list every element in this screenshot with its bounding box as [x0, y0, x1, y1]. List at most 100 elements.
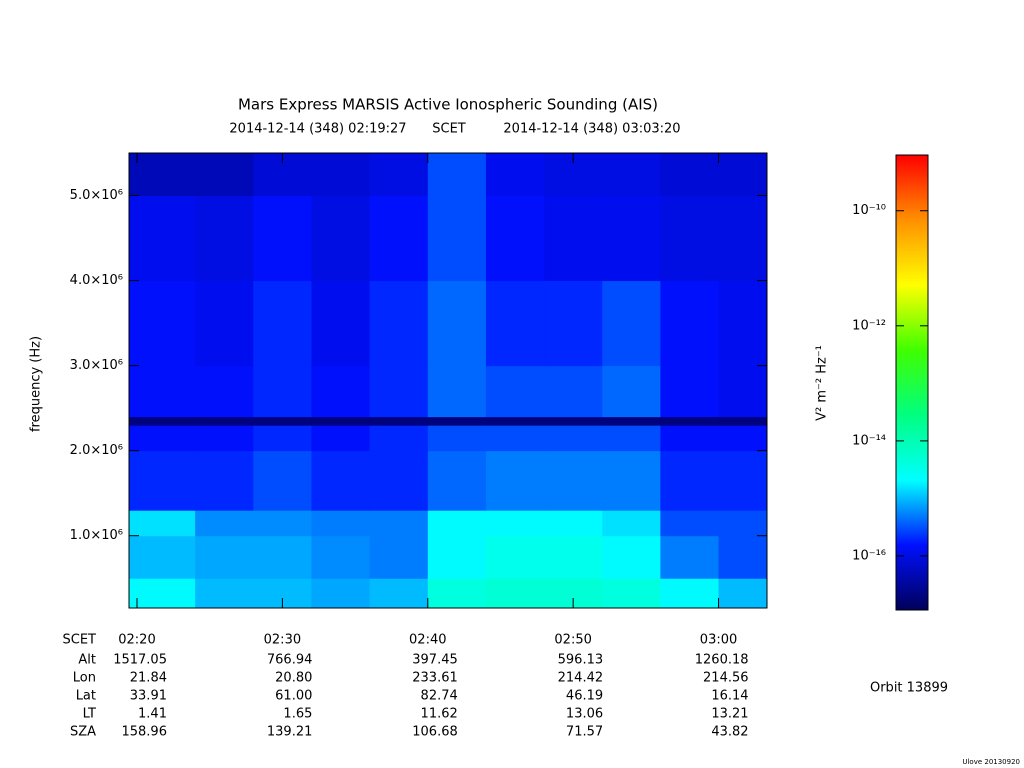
- spectrogram-cell: [369, 153, 429, 197]
- colorbar-tick-label: 10⁻¹⁰: [852, 203, 886, 218]
- spectrogram-cell: [253, 450, 312, 511]
- spectrogram-cell: [311, 510, 371, 537]
- colorbar-label: V² m⁻² Hz⁻¹: [815, 345, 830, 421]
- ephemeris-value: 61.00: [275, 689, 312, 704]
- spectrogram-cell: [602, 280, 661, 367]
- spectrogram-cell: [718, 450, 768, 511]
- spectrogram-cell: [129, 416, 196, 426]
- spectrogram-cell: [195, 416, 254, 426]
- ephemeris-value: 16.14: [711, 689, 748, 704]
- spectrogram-cell: [311, 280, 371, 367]
- spectrogram-cell: [544, 365, 603, 418]
- y-axis-label: frequency (Hz): [29, 336, 44, 432]
- spectrogram-cell: [718, 280, 768, 367]
- spectrogram-cell: [369, 578, 429, 609]
- spectrogram-cell: [544, 510, 603, 537]
- spectrogram-cell: [311, 535, 371, 579]
- spectrogram-cell: [660, 365, 720, 418]
- spectrogram-cell: [485, 510, 545, 537]
- spectrogram-cell: [718, 535, 768, 579]
- spectrogram-cell: [485, 195, 545, 282]
- x-tick-label: 02:40: [409, 633, 446, 648]
- ephemeris-value: 766.94: [267, 653, 313, 668]
- spectrogram-cell: [129, 425, 196, 452]
- x-tick-label: 02:20: [118, 633, 155, 648]
- spectrogram-cell: [427, 578, 487, 609]
- spectrogram-cell: [427, 365, 487, 418]
- orbit-label: Orbit 13899: [870, 681, 948, 696]
- spectrogram-cell: [660, 280, 720, 367]
- spectrogram-cell: [427, 535, 487, 579]
- colorbar-tick-label: 10⁻¹²: [852, 318, 886, 333]
- spectrogram-cell: [544, 535, 603, 579]
- ephemeris-label: Lat: [76, 689, 96, 704]
- spectrogram-cell: [195, 280, 254, 367]
- ephemeris-label: SCET: [63, 633, 97, 648]
- ephemeris-value: 43.82: [711, 725, 748, 740]
- ephemeris-value: 11.62: [421, 707, 458, 722]
- y-tick-label: 5.0×10⁶: [70, 188, 123, 203]
- spectrogram-cell: [485, 153, 545, 197]
- spectrogram-cell: [660, 510, 720, 537]
- plot-frame: [128, 152, 768, 609]
- spectrogram-cell: [195, 510, 254, 537]
- spectrogram-cell: [311, 416, 371, 426]
- spectrogram-cell: [718, 416, 768, 426]
- spectrogram-cell: [195, 450, 254, 511]
- spectrogram-cell: [427, 195, 487, 282]
- spectrogram-cell: [369, 510, 429, 537]
- spectrogram-cell: [718, 578, 768, 609]
- spectrogram-cell: [369, 195, 429, 282]
- ephemeris-value: 214.56: [703, 671, 749, 686]
- ephemeris-value: 13.06: [566, 707, 603, 722]
- chart-title: Mars Express MARSIS Active Ionospheric S…: [238, 96, 658, 114]
- spectrogram-cell: [195, 425, 254, 452]
- spectrogram-cell: [129, 450, 196, 511]
- spectrogram-cell: [253, 425, 312, 452]
- spectrogram-cell: [427, 280, 487, 367]
- spectrogram-cell: [660, 416, 720, 426]
- spectrogram-cell: [253, 416, 312, 426]
- spectrogram-cell: [253, 280, 312, 367]
- spectrogram-cell: [660, 153, 720, 197]
- ephemeris-label: LT: [83, 707, 96, 722]
- spectrogram-cell: [602, 195, 661, 282]
- spectrogram-cell: [253, 510, 312, 537]
- spectrogram-cell: [195, 195, 254, 282]
- spectrogram-cell: [718, 425, 768, 452]
- spectrogram-cell: [195, 153, 254, 197]
- spectrogram-cell: [660, 195, 720, 282]
- spectrogram-cell: [718, 510, 768, 537]
- ephemeris-value: 21.84: [130, 671, 167, 686]
- colorbar: [895, 154, 929, 611]
- ephemeris-value: 596.13: [558, 653, 604, 668]
- ephemeris-value: 158.96: [121, 725, 167, 740]
- ephemeris-value: 1260.18: [695, 653, 749, 668]
- spectrogram-cell: [602, 535, 661, 579]
- ephemeris-value: 397.45: [412, 653, 458, 668]
- colorbar-tick-label: 10⁻¹⁶: [852, 548, 886, 563]
- ephemeris-value: 233.61: [412, 671, 458, 686]
- spectrogram-cell: [311, 578, 371, 609]
- spectrogram-cell: [369, 425, 429, 452]
- spectrogram-cell: [129, 535, 196, 579]
- ephemeris-value: 46.19: [566, 689, 603, 704]
- spectrogram-cell: [718, 195, 768, 282]
- spectrogram-cell: [602, 425, 661, 452]
- spectrogram-cell: [129, 578, 196, 609]
- spectrogram-cell: [369, 450, 429, 511]
- spectrogram-cell: [427, 510, 487, 537]
- spectrogram-cell: [485, 280, 545, 367]
- spectrogram-cell: [369, 365, 429, 418]
- spectrogram-cell: [660, 450, 720, 511]
- spectrogram-cell: [427, 153, 487, 197]
- spectrogram-cell: [311, 153, 371, 197]
- spectrogram-cell: [253, 365, 312, 418]
- subtitle-end: 2014-12-14 (348) 03:03:20: [503, 122, 680, 137]
- spectrogram-cell: [485, 416, 545, 426]
- spectrogram-cell: [195, 535, 254, 579]
- spectrogram-cell: [660, 578, 720, 609]
- spectrogram-cell: [427, 450, 487, 511]
- ephemeris-value: 33.91: [130, 689, 167, 704]
- spectrogram-cell: [311, 365, 371, 418]
